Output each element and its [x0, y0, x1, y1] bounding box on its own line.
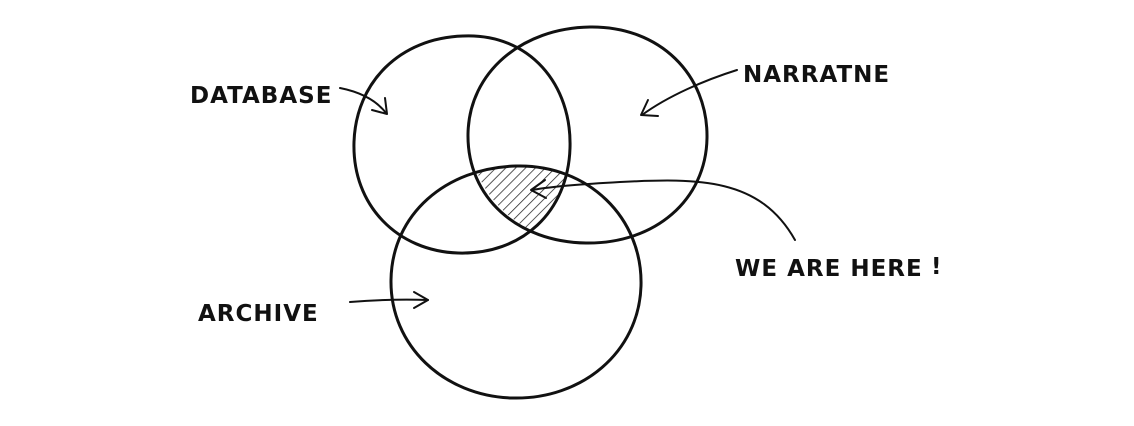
- exclamation-mark: !: [931, 254, 943, 280]
- we-are-here-label: WE ARE HERE: [735, 256, 923, 282]
- archive-label: ARCHIVE: [198, 301, 319, 327]
- database-circle: [352, 34, 572, 255]
- archive-circle: [389, 164, 643, 400]
- narrative-arrow: [640, 69, 738, 117]
- database-arrow: [339, 87, 388, 115]
- narrative-label: NARRATNE: [743, 62, 890, 88]
- narrative-circle: [466, 25, 709, 245]
- here-arrow: [530, 179, 796, 241]
- database-label: DATABASE: [190, 83, 332, 109]
- archive-arrow: [349, 291, 429, 309]
